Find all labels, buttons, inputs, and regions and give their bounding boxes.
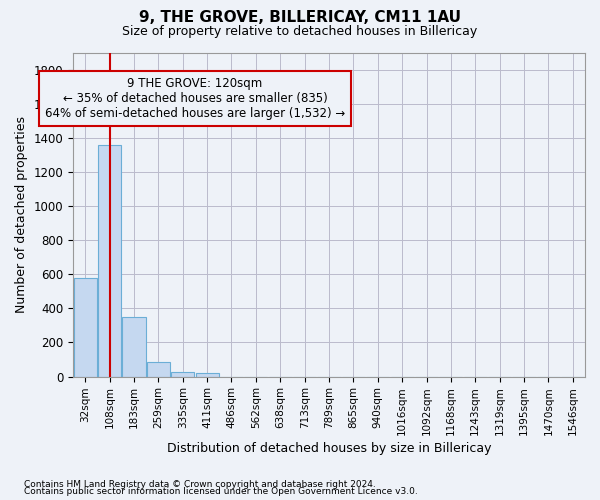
Bar xyxy=(74,278,97,376)
Text: 9 THE GROVE: 120sqm
← 35% of detached houses are smaller (835)
64% of semi-detac: 9 THE GROVE: 120sqm ← 35% of detached ho… xyxy=(45,77,345,120)
Text: 9, THE GROVE, BILLERICAY, CM11 1AU: 9, THE GROVE, BILLERICAY, CM11 1AU xyxy=(139,10,461,25)
Text: Size of property relative to detached houses in Billericay: Size of property relative to detached ho… xyxy=(122,25,478,38)
Bar xyxy=(196,373,218,376)
Bar xyxy=(98,146,121,376)
Bar xyxy=(171,372,194,376)
Y-axis label: Number of detached properties: Number of detached properties xyxy=(15,116,28,313)
Bar xyxy=(147,362,170,376)
X-axis label: Distribution of detached houses by size in Billericay: Distribution of detached houses by size … xyxy=(167,442,491,455)
Text: Contains public sector information licensed under the Open Government Licence v3: Contains public sector information licen… xyxy=(24,487,418,496)
Text: Contains HM Land Registry data © Crown copyright and database right 2024.: Contains HM Land Registry data © Crown c… xyxy=(24,480,376,489)
Bar xyxy=(122,317,146,376)
